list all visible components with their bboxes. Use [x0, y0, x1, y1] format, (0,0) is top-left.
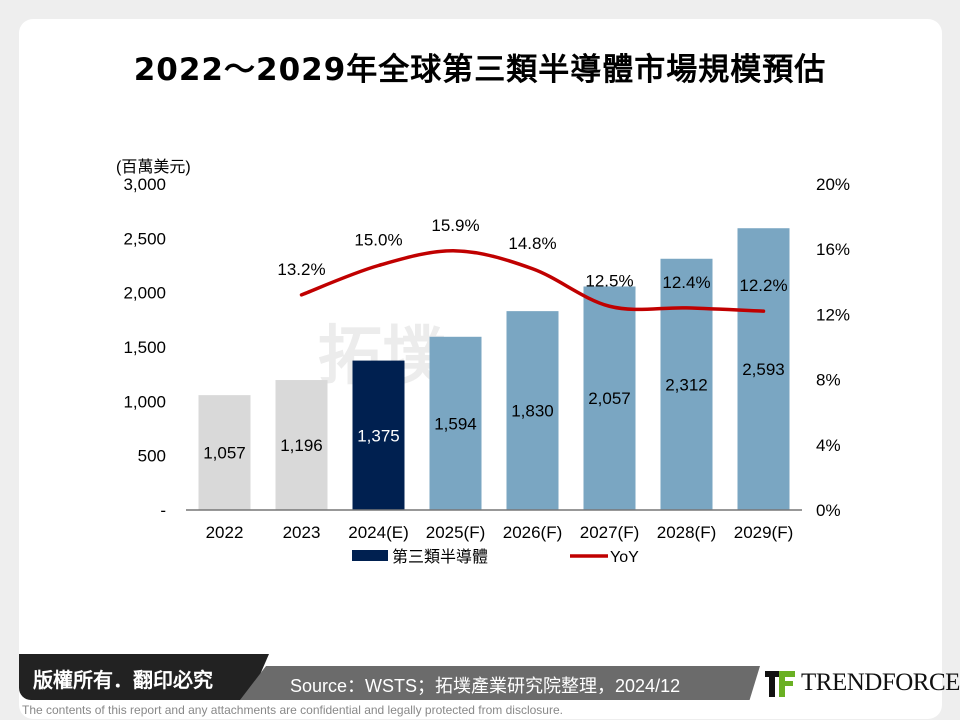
- bar-value-label: 2,057: [588, 389, 631, 408]
- x-tick-label: 2027(F): [580, 523, 640, 542]
- y2-tick-label: 8%: [816, 371, 841, 390]
- bar-value-label: 1,830: [511, 402, 554, 421]
- bar: [275, 380, 328, 510]
- bar: [737, 228, 790, 510]
- yoy-value-label: 15.0%: [354, 231, 402, 250]
- disclaimer: The contents of this report and any atta…: [22, 703, 563, 717]
- yoy-value-label: 12.2%: [739, 276, 787, 295]
- copyright-banner: 版權所有．翻印必究: [19, 654, 269, 700]
- y2-tick-label: 12%: [816, 305, 850, 324]
- bar: [506, 311, 559, 510]
- yoy-value-label: 12.4%: [662, 273, 710, 292]
- x-tick-label: 2026(F): [503, 523, 563, 542]
- bar: [429, 336, 482, 510]
- y-tick-label: 3,000: [123, 175, 166, 194]
- bar-value-label: 1,594: [434, 414, 477, 433]
- legend-label-bar: 第三類半導體: [392, 547, 488, 566]
- x-tick-label: 2025(F): [426, 523, 486, 542]
- yoy-line: [299, 249, 766, 313]
- bar-value-label: 2,593: [742, 360, 785, 379]
- y-tick-label: 1,000: [123, 392, 166, 411]
- x-tick-label: 2023: [283, 523, 321, 542]
- source-banner: Source：WSTS；拓墣產業研究院整理，2024/12: [240, 666, 760, 700]
- yoy-value-label: 12.5%: [585, 271, 633, 290]
- y-tick-label: 2,500: [123, 229, 166, 248]
- chart: - 500 1,000 1,500 2,000 2,500 3,000(百萬美元) 0% 4% 8…: [116, 158, 850, 566]
- y-tick-label: 500: [138, 447, 166, 466]
- y-tick-label: -: [160, 501, 166, 520]
- chart-title: 2022～2029年全球第三類半導體市場規模預估: [133, 52, 827, 88]
- x-tick-label: 2028(F): [657, 523, 717, 542]
- bar: [198, 395, 251, 510]
- x-tick-label: 2022: [206, 523, 244, 542]
- legend-swatch-bar: [352, 550, 388, 561]
- yoy-value-label: 13.2%: [277, 260, 325, 279]
- x-tick-label: 2029(F): [734, 523, 794, 542]
- y-tick-label: 2,000: [123, 284, 166, 303]
- bar: [660, 258, 713, 510]
- bar-value-label: 1,375: [357, 426, 400, 445]
- x-tick-label: 2024(E): [348, 523, 408, 542]
- yoy-value-label: 14.8%: [508, 234, 556, 253]
- source-text: Source：WSTS；拓墣產業研究院整理，2024/12: [290, 676, 681, 696]
- bar: [352, 360, 405, 510]
- yoy-value-label: 15.9%: [431, 216, 479, 235]
- y2-tick-label: 20%: [816, 175, 850, 194]
- y2-tick-label: 16%: [816, 240, 850, 259]
- bar: [583, 286, 636, 510]
- y-tick-label: 1,500: [123, 338, 166, 357]
- trendforce-logo-icon: [765, 671, 795, 697]
- logo-text: TRENDFORCE: [801, 669, 960, 696]
- bar-value-label: 1,057: [203, 444, 246, 463]
- y2-tick-label: 4%: [816, 436, 841, 455]
- y-axis-label: (百萬美元): [116, 158, 191, 176]
- bar-value-label: 2,312: [665, 375, 708, 394]
- copyright-text: 版權所有．翻印必究: [33, 668, 213, 692]
- bar-value-label: 1,196: [280, 436, 323, 455]
- y2-tick-label: 0%: [816, 501, 841, 520]
- trendforce-logo: TRENDFORCE: [765, 667, 960, 699]
- legend-label-line: YoY: [610, 549, 639, 566]
